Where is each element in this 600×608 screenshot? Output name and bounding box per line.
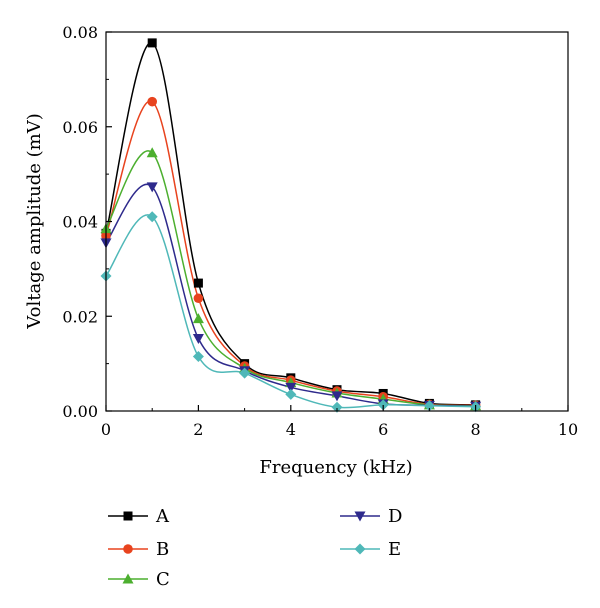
legend-item-a: A (108, 506, 170, 527)
legend-item-e: E (340, 539, 401, 560)
legend-label: C (156, 569, 170, 590)
point-e (331, 401, 343, 413)
point-e (146, 211, 158, 223)
legend-marker (123, 544, 133, 554)
x-tick-label: 0 (101, 420, 111, 439)
plot-frame (105, 31, 569, 412)
point-a (147, 38, 157, 48)
y-tick-label: 0.00 (62, 402, 98, 421)
point-d (331, 391, 343, 402)
series-line-c (105, 150, 476, 407)
point-b (193, 293, 204, 304)
point-b (147, 96, 157, 107)
axes: 0 2 4 6 8 10 0.00 0.02 0.04 0.06 0.08 (62, 23, 578, 439)
y-axis-title: Voltage amplitude (mV) (24, 113, 45, 329)
y-tick-label: 0.08 (62, 23, 98, 42)
y-tick-label: 0.06 (62, 118, 98, 137)
legend-marker (122, 573, 134, 584)
y-tick-label: 0.02 (62, 307, 98, 326)
legend-marker (354, 543, 366, 555)
legend: ABC DE (108, 506, 402, 590)
point-e (377, 399, 389, 411)
x-axis-title: Frequency (kHz) (259, 457, 412, 478)
legend-item-c: C (108, 569, 170, 590)
point-d (192, 334, 204, 345)
point-e (285, 388, 297, 400)
legend-marker (354, 511, 366, 522)
x-tick-label: 4 (286, 420, 296, 439)
x-tick-label: 6 (378, 420, 388, 439)
legend-label: A (155, 506, 170, 527)
point-a (193, 278, 203, 288)
legend-label: D (388, 506, 402, 527)
legend-item-d: D (340, 506, 402, 527)
series-line-a (105, 42, 476, 406)
x-tick-label: 10 (558, 420, 578, 439)
point-e (423, 400, 435, 412)
point-e (239, 367, 251, 379)
point-d (146, 182, 158, 193)
series-line-e (105, 214, 476, 409)
x-tick-label: 8 (471, 420, 481, 439)
series-lines (105, 42, 476, 409)
point-e (192, 351, 204, 363)
series-line-d (105, 183, 476, 408)
point-c (192, 313, 204, 324)
legend-label: E (388, 539, 401, 560)
series-markers (100, 38, 482, 413)
point-c (146, 147, 158, 158)
y-tick-label: 0.04 (62, 213, 98, 232)
legend-item-b: B (108, 539, 169, 560)
legend-label: B (156, 539, 169, 560)
series-line-b (105, 100, 476, 407)
x-tick-label: 2 (193, 420, 203, 439)
point-d (285, 382, 297, 393)
legend-marker (123, 511, 133, 521)
